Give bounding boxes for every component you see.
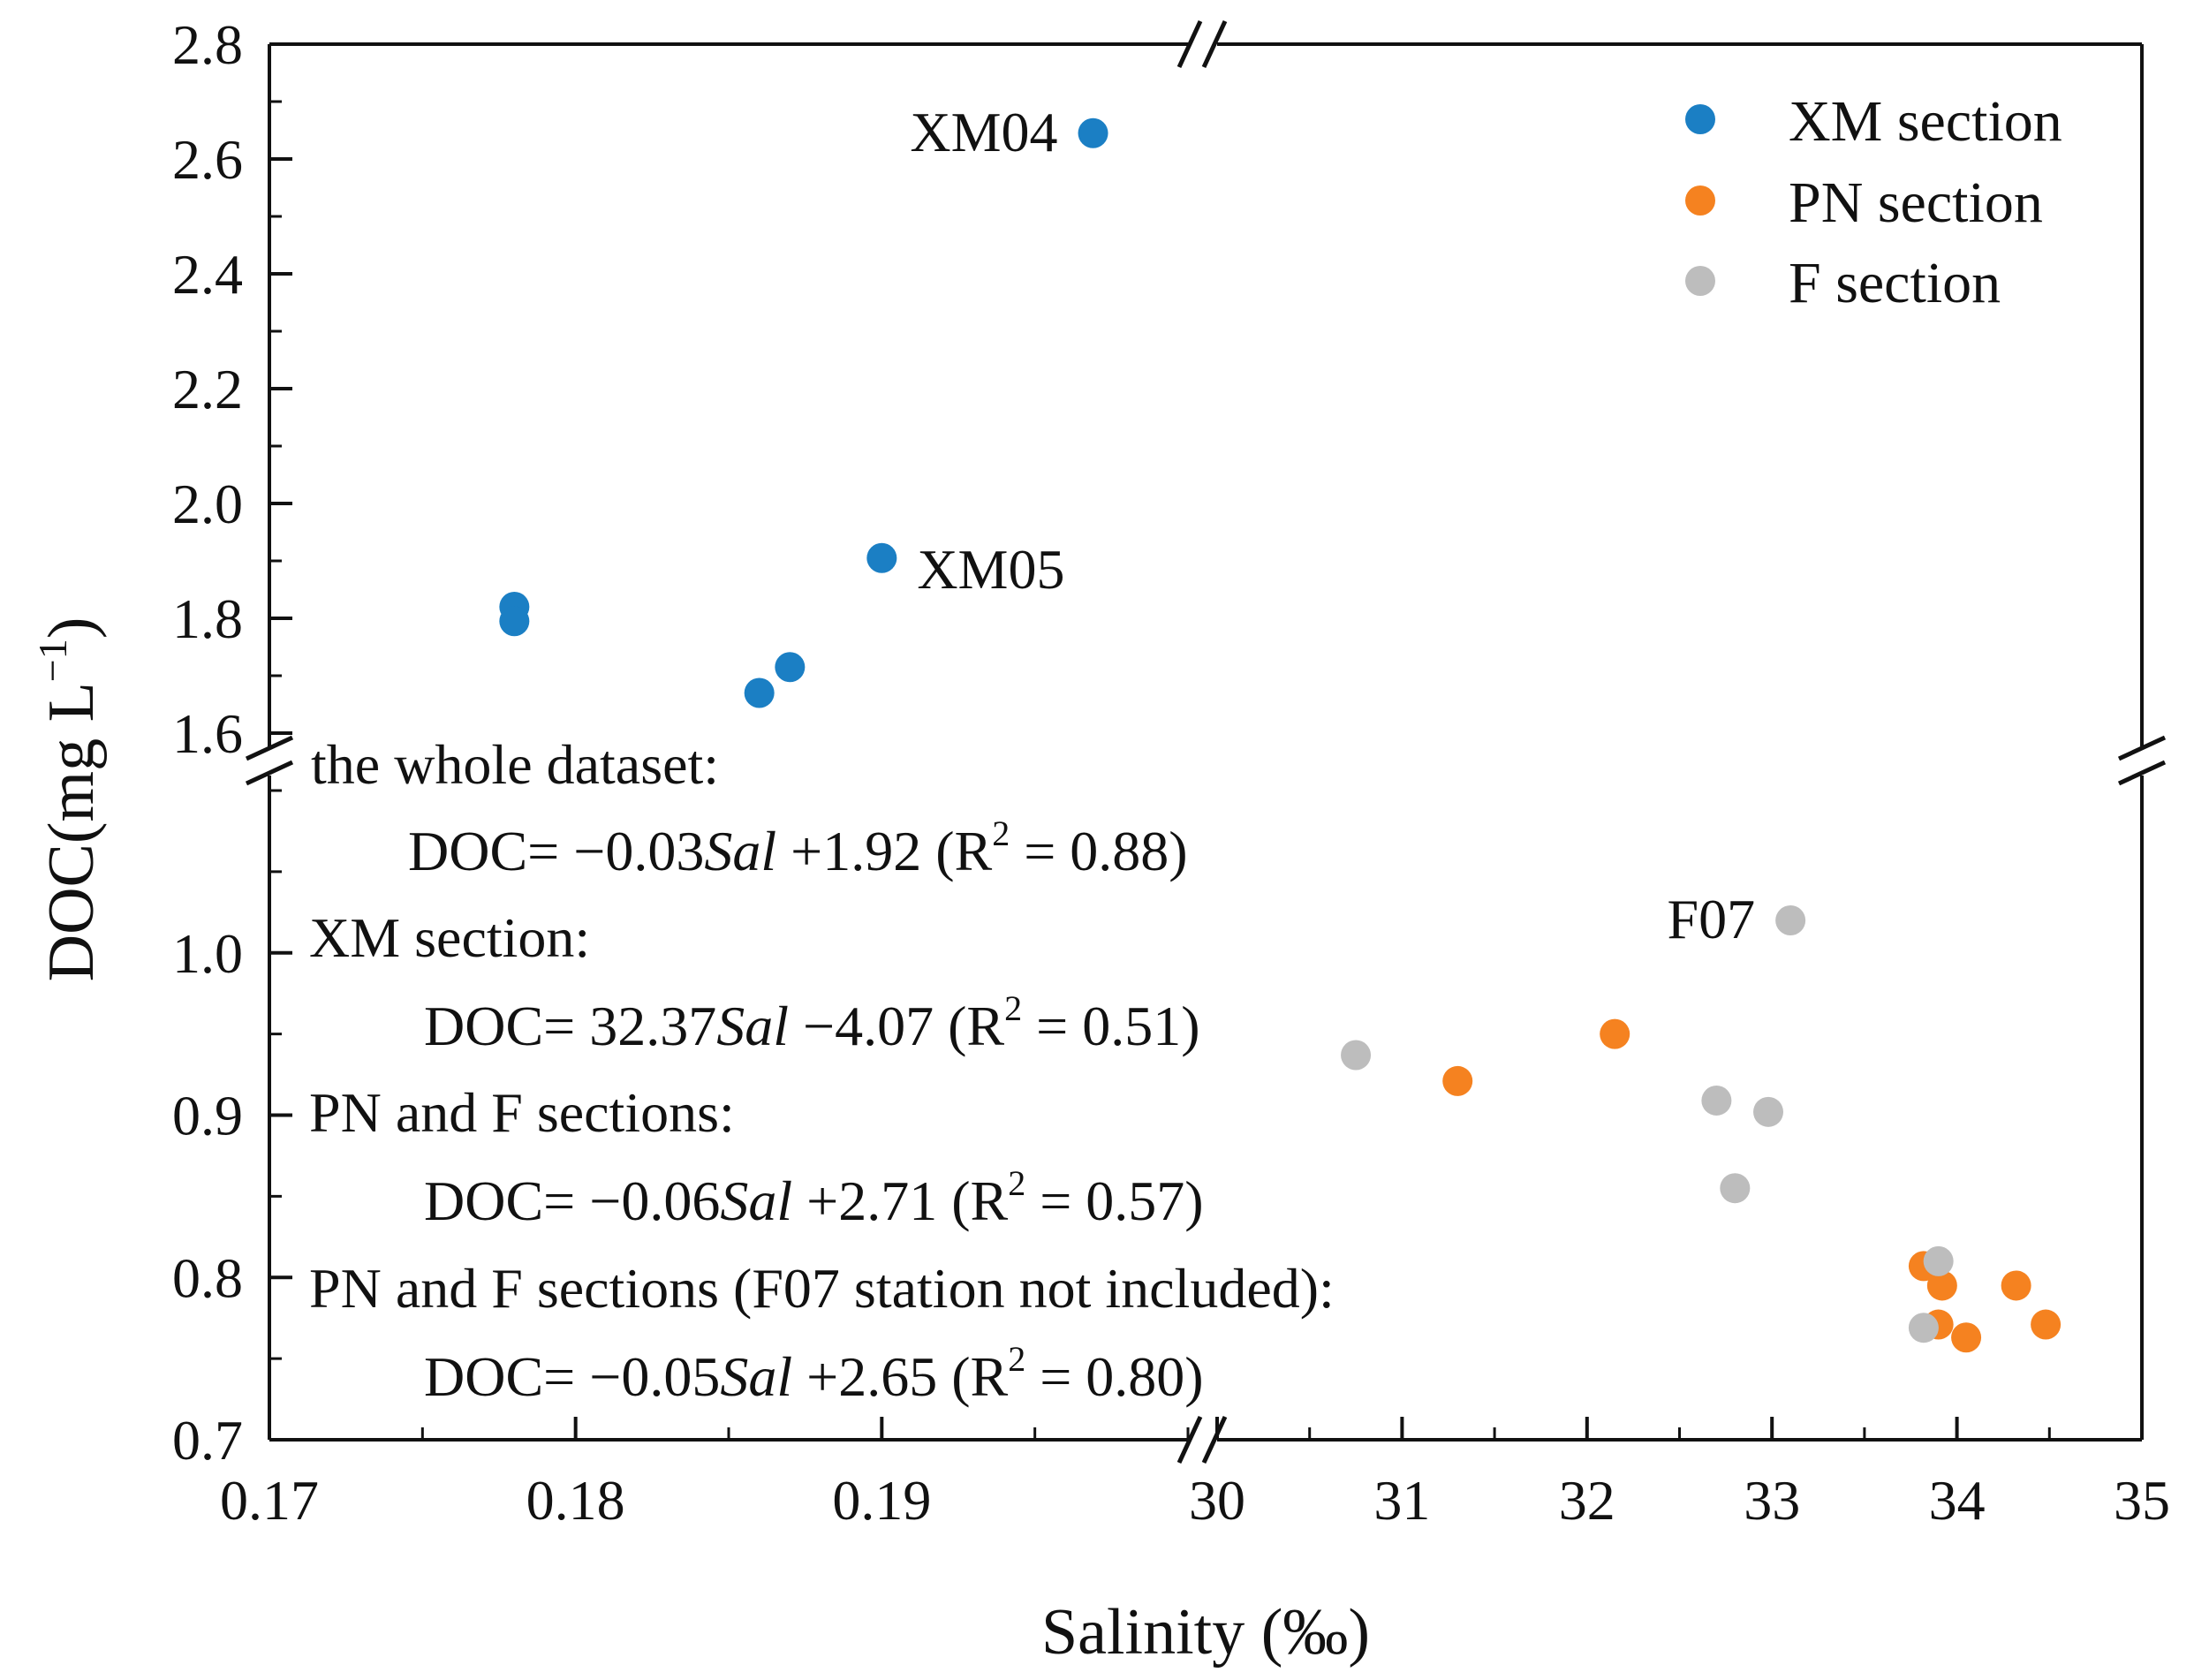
equation-part: DOC= −0.05 [424, 1345, 720, 1408]
y-axis-break-right [2117, 735, 2167, 786]
f-section-point [1341, 1040, 1372, 1071]
xm-section-point [775, 652, 806, 683]
regression-annotation: DOC= −0.06Sal +2.71 (R2 = 0.57) [424, 1163, 1204, 1232]
x-tick-label: 0.19 [832, 1469, 931, 1532]
y-tick-label: 0.7 [172, 1409, 243, 1472]
point-label-f07: F07 [1668, 888, 1756, 950]
f-section-point [1753, 1096, 1784, 1127]
y-tick-label: 2.0 [172, 473, 243, 535]
equation-part: Sal [704, 820, 776, 882]
y-tick-label: 0.8 [172, 1246, 243, 1309]
legend-entry-f-section: F section [1685, 251, 2001, 315]
x-axis-title: Salinity (‰) [1041, 1596, 1370, 1669]
x-tick-label: 34 [1929, 1469, 1986, 1532]
f-section-point [1923, 1245, 1954, 1276]
break-slash [1201, 1415, 1228, 1464]
break-slash [245, 760, 294, 786]
regression-annotation: DOC= −0.05Sal +2.65 (R2 = 0.80) [424, 1339, 1204, 1408]
x-axis-break-top [1176, 19, 1228, 69]
equation-part: Sal [720, 1169, 792, 1232]
f-section-point [1775, 905, 1806, 935]
y-tick-label: 0.9 [172, 1085, 243, 1147]
equation-part: −4.07 (R [789, 995, 1004, 1057]
superscript: 2 [1004, 988, 1022, 1028]
superscript: 2 [992, 814, 1010, 853]
y-tick-label: 1.0 [172, 922, 243, 985]
x-tick-label: 0.17 [220, 1469, 319, 1532]
regression-annotation: DOC= −0.03Sal +1.92 (R2 = 0.88) [408, 814, 1188, 882]
x-tick-label: 33 [1744, 1469, 1800, 1532]
regression-annotation: DOC= 32.37Sal −4.07 (R2 = 0.51) [424, 988, 1200, 1057]
x-tick-label: 31 [1373, 1469, 1430, 1532]
superscript: 2 [1008, 1339, 1025, 1379]
equation-part: DOC= −0.03 [408, 820, 704, 882]
y-axis-title-main: DOC(mg L [35, 682, 108, 981]
equation-part: = 0.57) [1025, 1169, 1203, 1232]
equation-part: = 0.51) [1022, 995, 1199, 1057]
y-tick-label: 2.4 [172, 243, 243, 306]
equation-part: Sal [716, 995, 789, 1057]
equation-part: Sal [720, 1345, 792, 1408]
equation-part: +1.92 (R [776, 820, 992, 882]
regression-annotation: PN and F sections: [309, 1081, 735, 1144]
y-axis-title-superscript: −1 [30, 639, 75, 682]
x-tick-label: 30 [1189, 1469, 1245, 1532]
legend-marker [1685, 185, 1715, 216]
regression-annotation: XM section: [309, 906, 590, 969]
pn-section-point [1600, 1018, 1630, 1049]
y-tick-label: 2.2 [172, 358, 243, 420]
x-tick-label: 35 [2114, 1469, 2170, 1532]
y-axis-title-suffix: ) [35, 617, 108, 639]
pn-section-point [1926, 1270, 1957, 1301]
equation-part: +2.71 (R [792, 1169, 1008, 1232]
break-slash [2117, 735, 2167, 761]
equation-part: DOC= −0.06 [424, 1169, 720, 1232]
y-axis-title: DOC(mg L−1) [30, 617, 108, 982]
f-section-point [1701, 1085, 1732, 1116]
break-slash [2117, 760, 2167, 786]
break-slash [1201, 19, 1228, 69]
legend-label: PN section [1789, 170, 2043, 235]
pn-section-point [1951, 1322, 1982, 1353]
legend-label: XM section [1789, 89, 2062, 154]
y-tick-label: 1.8 [172, 587, 243, 650]
break-slash [245, 735, 294, 761]
y-tick-label: 2.6 [172, 128, 243, 191]
x-tick-label: 32 [1559, 1469, 1615, 1532]
xm-section-point [866, 542, 897, 573]
pn-section-point [2031, 1309, 2062, 1340]
xm-section-point [499, 606, 530, 637]
regression-annotation: the whole dataset: [311, 733, 719, 796]
y-axis-break-left [245, 735, 294, 786]
f-section-point [1720, 1173, 1751, 1204]
y-tick-label: 1.6 [172, 702, 243, 765]
equation-part: DOC= 32.37 [424, 995, 716, 1057]
break-slash [1176, 1415, 1203, 1464]
pn-section-point [2001, 1270, 2031, 1301]
legend-label: F section [1789, 251, 2001, 315]
xm-section-point [1078, 117, 1108, 148]
superscript: 2 [1008, 1163, 1025, 1203]
f-section-point [1908, 1313, 1939, 1343]
equation-part: +2.65 (R [792, 1345, 1008, 1408]
xm-section-point [744, 677, 775, 708]
x-axis-break-bottom [1176, 1415, 1228, 1464]
equation-part: = 0.80) [1025, 1345, 1203, 1408]
legend-entry-pn-section: PN section [1685, 170, 2043, 235]
legend-entry-xm-section: XM section [1685, 89, 2062, 154]
x-tick-label: 0.18 [526, 1469, 625, 1532]
regression-annotation: PN and F sections (F07 station not inclu… [309, 1257, 1335, 1320]
pn-section-point [1442, 1065, 1473, 1096]
point-label-xm05: XM05 [917, 538, 1064, 601]
point-label-xm04: XM04 [910, 101, 1057, 163]
break-slash [1176, 19, 1203, 69]
legend-marker [1685, 266, 1715, 296]
y-tick-label: 2.8 [172, 13, 243, 76]
equation-part: = 0.88) [1010, 820, 1187, 882]
legend-marker [1685, 104, 1715, 134]
